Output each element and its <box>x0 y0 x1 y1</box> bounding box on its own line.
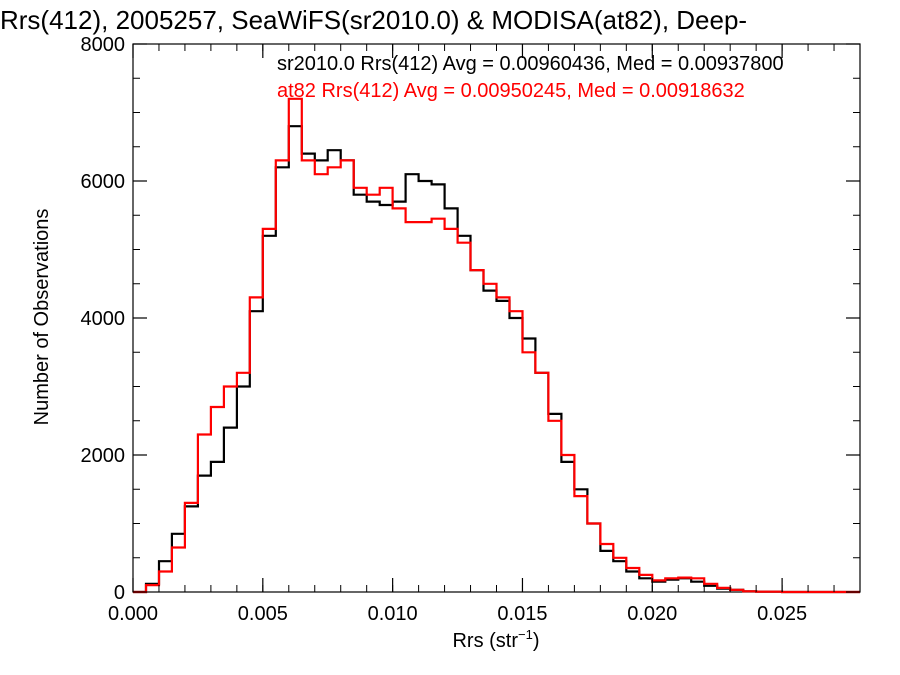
x-tick-label: 0.025 <box>757 603 807 625</box>
x-axis-label: Rrs (str−1) <box>452 627 539 652</box>
y-tick-label: 4000 <box>81 308 126 330</box>
stats-annotations: sr2010.0 Rrs(412) Avg = 0.00960436, Med … <box>277 53 784 102</box>
y-axis: 0 2000 4000 6000 8000 <box>81 34 860 604</box>
black-series-line <box>133 125 860 594</box>
x-axis-label-superscript: −1 <box>518 627 533 642</box>
x-axis-label-text: Rrs (str <box>452 630 518 652</box>
x-tick-label: 0.015 <box>497 603 547 625</box>
x-tick-label: 0.005 <box>238 603 288 625</box>
y-tick-label: 2000 <box>81 445 126 467</box>
plot-frame <box>132 43 861 593</box>
y-tick-label: 6000 <box>81 171 126 193</box>
y-tick-label: 8000 <box>81 34 126 56</box>
black-series-stats-annotation: sr2010.0 Rrs(412) Avg = 0.00960436, Med … <box>277 53 784 75</box>
y-tick-label: 0 <box>114 582 125 604</box>
x-tick-label: 0.000 <box>108 603 158 625</box>
red-series-line <box>133 97 860 594</box>
red-series-stats-annotation: at82 Rrs(412) Avg = 0.00950245, Med = 0.… <box>277 80 745 102</box>
x-axis-label-close: ) <box>533 630 540 652</box>
y-axis-label: Number of Observations <box>31 209 53 426</box>
x-axis: 0.000 0.005 0.010 0.015 0.020 0.025 <box>108 44 861 625</box>
series-layer <box>133 97 860 594</box>
plot-area: 0.000 0.005 0.010 0.015 0.020 0.025 0 2000 4000… <box>81 34 861 625</box>
x-tick-label: 0.020 <box>627 603 677 625</box>
x-tick-label: 0.010 <box>368 603 418 625</box>
chart-title: Rrs(412), 2005257, SeaWiFS(sr2010.0) & M… <box>0 5 747 35</box>
